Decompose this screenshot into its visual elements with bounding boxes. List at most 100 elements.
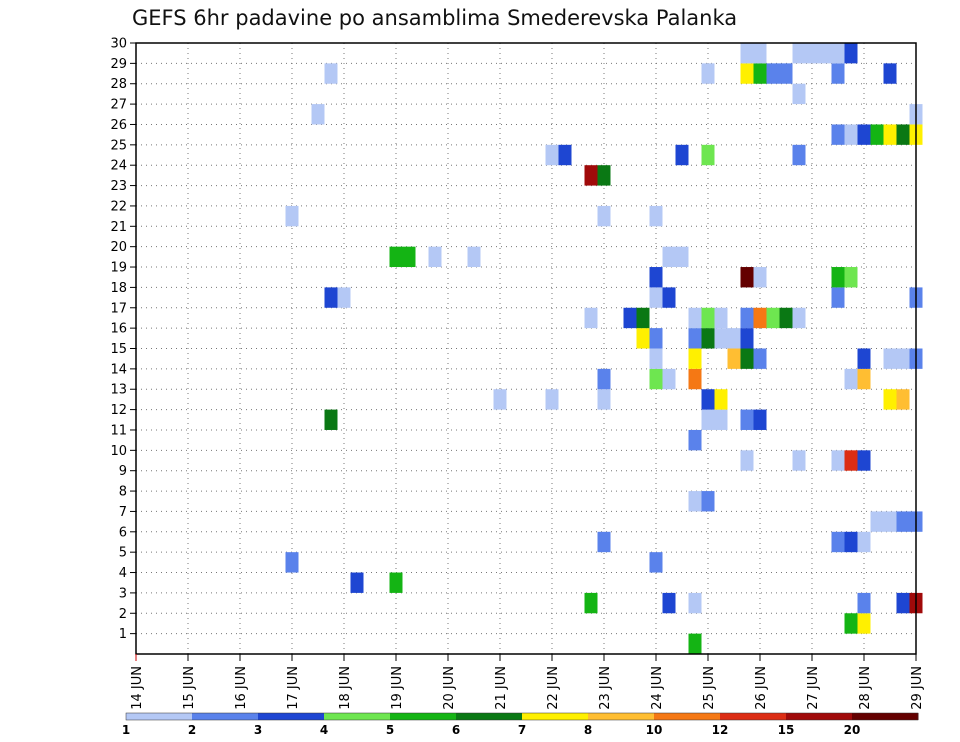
heatmap-cell [597,205,611,227]
heatmap-cell [597,165,611,186]
y-tick-label: 21 [110,220,127,235]
heatmap-cell [688,328,702,349]
heatmap-cell [662,368,676,390]
chart-title: GEFS 6hr padavine po ansamblima Smederev… [132,6,738,30]
y-tick-label: 15 [110,342,127,357]
heatmap-cell [688,491,702,512]
heatmap-cell [701,144,715,166]
heatmap-cell [844,450,858,471]
heatmap-cell [324,63,338,84]
x-tick-label: 18 JUN [338,666,353,710]
heatmap-cell [636,307,650,329]
y-tick-label: 23 [110,179,127,194]
legend-label: 20 [844,723,861,737]
heatmap-cell [350,572,364,593]
heatmap-cell [896,124,910,145]
heatmap-cell [649,348,663,369]
y-tick-label: 29 [110,57,127,72]
heatmap-cell [311,104,325,125]
heatmap-cell [883,63,897,84]
heatmap-cell [831,267,845,288]
y-tick-label: 1 [119,627,127,642]
heatmap-cell [831,531,845,553]
heatmap-cell [870,511,884,532]
heatmap-cell [857,348,871,369]
heatmap-cell [584,165,598,186]
legend-swatch [324,713,391,720]
heatmap-cell [792,450,806,471]
heatmap-cell [727,328,741,349]
heatmap-cell [896,592,910,614]
heatmap-cell [714,307,728,329]
legend-swatch [522,713,589,720]
legend-label: 10 [646,723,663,737]
x-tick-label: 25 JUN [702,666,717,710]
legend-label: 7 [518,723,526,737]
heatmap-cell [844,613,858,634]
heatmap-cell [337,287,351,308]
heatmap-cell [389,246,403,268]
heatmap-cell [662,592,676,614]
y-tick-label: 13 [110,383,127,398]
x-tick-label: 23 JUN [598,666,613,710]
heatmap-cell [844,124,858,145]
heatmap-cell [688,368,702,390]
legend-label: 6 [452,723,460,737]
heatmap-cell [649,205,663,227]
heatmap-cell [792,307,806,329]
heatmap-cell [753,409,767,430]
legend-swatch [258,713,325,720]
heatmap-cell [792,144,806,166]
heatmap-cell [779,307,793,329]
heatmap-cell [688,429,702,451]
heatmap-cell [857,368,871,390]
heatmap-cell [792,83,806,105]
y-tick-label: 8 [119,485,127,500]
x-tick-label: 21 JUN [494,666,509,710]
heatmap-cell [831,124,845,145]
heatmap-cell [896,348,910,369]
legend-swatch [786,713,853,720]
legend-swatch [852,713,919,720]
heatmap-cell [753,307,767,329]
legend-swatch [720,713,787,720]
x-tick-label: 20 JUN [442,666,457,710]
y-tick-label: 14 [110,362,127,377]
heatmap-cell [701,328,715,349]
x-tick-label: 19 JUN [390,666,405,710]
y-tick-label: 4 [119,566,127,581]
heatmap-cell [844,43,858,64]
heatmap-cell [766,307,780,329]
heatmap-cell [662,246,676,268]
heatmap-cell [740,43,754,64]
y-tick-label: 30 [110,37,127,52]
heatmap-cell [883,348,897,369]
heatmap-cell [597,368,611,390]
heatmap-cell [766,63,780,84]
y-tick-label: 18 [110,281,127,296]
heatmap-cell [740,450,754,471]
heatmap-cell [701,63,715,84]
heatmap-cell [857,531,871,553]
heatmap-cell [740,267,754,288]
heatmap-cell [649,368,663,390]
heatmap-cell [389,572,403,593]
legend-label: 1 [122,723,130,737]
heatmap-cell [285,205,299,227]
heatmap-cell [714,328,728,349]
heatmap-cell [844,368,858,390]
heatmap-cell [584,307,598,329]
x-tick-label: 17 JUN [286,666,301,710]
heatmap-cell [649,287,663,308]
heatmap-cell [402,246,416,268]
y-tick-label: 17 [110,301,127,316]
heatmap-cell [857,613,871,634]
heatmap-cell [831,63,845,84]
x-tick-label: 28 JUN [858,666,873,710]
x-tick-label: 15 JUN [182,666,197,710]
heatmap-cell [740,328,754,349]
heatmap-cell [649,267,663,288]
heatmap-cell [870,124,884,145]
heatmap-cell [857,124,871,145]
heatmap-cell [597,531,611,553]
